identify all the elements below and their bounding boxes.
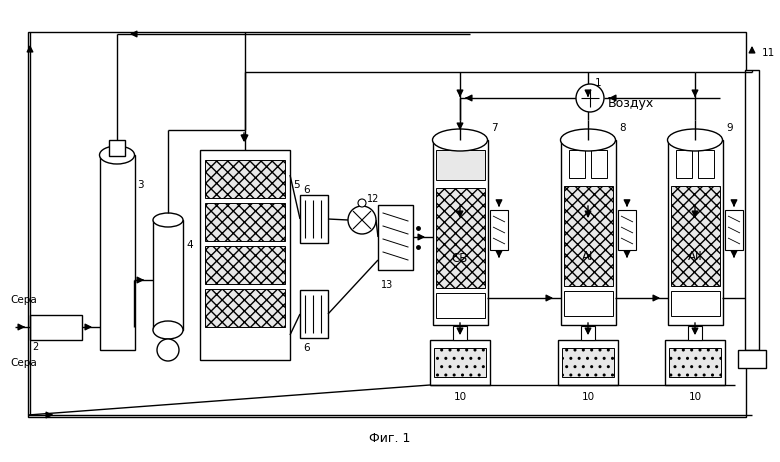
Bar [205, 246, 285, 284]
Ellipse shape [153, 321, 183, 339]
Bar [561, 140, 616, 325]
Circle shape [358, 199, 366, 207]
Text: Воздух: Воздух [608, 97, 654, 109]
Bar [564, 291, 613, 316]
Text: 4: 4 [186, 240, 193, 250]
Bar [100, 155, 135, 350]
Bar [668, 140, 723, 325]
Ellipse shape [100, 146, 134, 164]
Bar [430, 340, 490, 385]
Bar [205, 203, 285, 241]
Bar [562, 348, 614, 377]
Bar [698, 150, 714, 178]
Bar [300, 195, 328, 243]
Text: 10: 10 [689, 392, 701, 402]
Bar [434, 348, 486, 377]
Text: 6: 6 [303, 185, 310, 195]
Bar [453, 326, 467, 340]
Bar [745, 70, 759, 350]
Text: 8: 8 [619, 123, 626, 133]
Text: АI: АI [583, 249, 594, 262]
Text: 5: 5 [293, 180, 300, 190]
Bar [490, 210, 508, 250]
Text: АII: АII [688, 249, 702, 262]
Bar [558, 340, 618, 385]
Circle shape [157, 339, 179, 361]
Bar [669, 348, 721, 377]
Bar [436, 293, 485, 318]
Bar [433, 140, 488, 325]
Bar [205, 289, 285, 327]
Bar [205, 160, 285, 198]
Text: 6: 6 [303, 343, 310, 353]
Bar [688, 326, 702, 340]
Bar [378, 205, 413, 270]
Text: 7: 7 [491, 123, 498, 133]
Bar [436, 188, 485, 288]
Bar [200, 150, 290, 360]
Bar [153, 220, 183, 330]
Ellipse shape [668, 129, 722, 151]
Text: СБ: СБ [452, 251, 468, 265]
Text: Сера: Сера [10, 295, 37, 305]
Bar [671, 291, 720, 316]
Bar [564, 186, 613, 286]
Bar [738, 350, 766, 368]
Text: 9: 9 [726, 123, 732, 133]
Bar [665, 340, 725, 385]
Bar [28, 32, 746, 417]
Text: 10: 10 [453, 392, 466, 402]
Text: 12: 12 [367, 194, 379, 204]
Bar [109, 140, 125, 156]
Ellipse shape [153, 213, 183, 227]
Text: 11: 11 [762, 48, 775, 58]
Bar [30, 315, 82, 340]
Bar [618, 210, 636, 250]
Text: Сера: Сера [10, 358, 37, 368]
Text: 13: 13 [381, 280, 393, 290]
Bar [436, 150, 485, 180]
Circle shape [348, 206, 376, 234]
Text: 10: 10 [581, 392, 594, 402]
Text: 3: 3 [137, 180, 144, 190]
Text: 2: 2 [32, 342, 38, 352]
Ellipse shape [432, 129, 488, 151]
Bar [591, 150, 607, 178]
Bar [581, 326, 595, 340]
Bar [300, 290, 328, 338]
Bar [569, 150, 585, 178]
Text: 1: 1 [595, 78, 601, 88]
Text: Фиг. 1: Фиг. 1 [369, 432, 411, 445]
Ellipse shape [561, 129, 615, 151]
Circle shape [576, 84, 604, 112]
Bar [671, 186, 720, 286]
Bar [676, 150, 692, 178]
Bar [725, 210, 743, 250]
